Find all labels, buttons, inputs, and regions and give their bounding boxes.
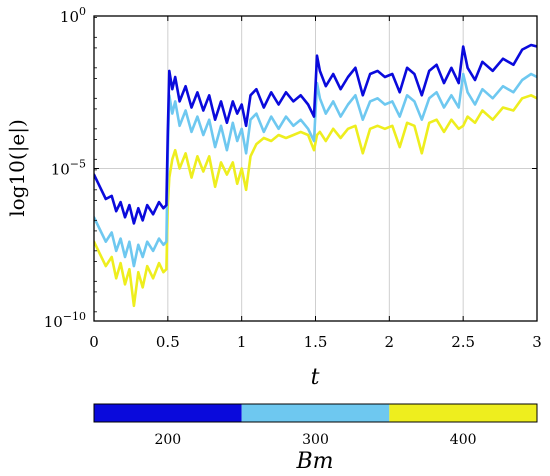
colorbar-title: Bm bbox=[295, 449, 333, 474]
colorbar-label: 300 bbox=[302, 432, 329, 448]
y-tick-base: 10 bbox=[51, 161, 70, 179]
y-tick-exponent: −5 bbox=[70, 158, 86, 171]
series-line-bm-300 bbox=[94, 72, 537, 268]
colorbar: 200 300 400 bbox=[93, 403, 538, 448]
series-line-bm-200 bbox=[94, 43, 537, 225]
series-lines bbox=[94, 43, 537, 308]
colorbar-segment-400 bbox=[389, 404, 537, 422]
y-tick-exponent: 0 bbox=[79, 5, 86, 18]
y-tick-label: 10−5 bbox=[51, 158, 86, 179]
colorbar-label: 200 bbox=[154, 432, 181, 448]
x-tick-label: 2 bbox=[385, 333, 395, 351]
x-tick-label: 0 bbox=[89, 333, 99, 351]
y-tick-label: 100 bbox=[60, 5, 86, 26]
y-axis-title: log10(|e|) bbox=[5, 119, 30, 217]
y-tick-base: 10 bbox=[60, 8, 79, 26]
colorbar-segment-200 bbox=[94, 404, 242, 422]
colorbar-label: 400 bbox=[450, 432, 477, 448]
x-tick-label: 2.5 bbox=[451, 333, 475, 351]
x-tick-label: 1.5 bbox=[304, 333, 328, 351]
x-tick-label: 1 bbox=[237, 333, 247, 351]
y-tick-label: 10−10 bbox=[44, 310, 86, 331]
x-axis-title: t bbox=[311, 365, 320, 390]
x-tick-label: 0.5 bbox=[156, 333, 180, 351]
x-tick-label: 3 bbox=[532, 333, 542, 351]
colorbar-frame bbox=[93, 403, 538, 423]
y-tick-base: 10 bbox=[44, 313, 63, 331]
series-line-bm-400 bbox=[94, 94, 537, 308]
colorbar-segment-300 bbox=[241, 404, 390, 422]
y-tick-exponent: −10 bbox=[63, 310, 86, 323]
